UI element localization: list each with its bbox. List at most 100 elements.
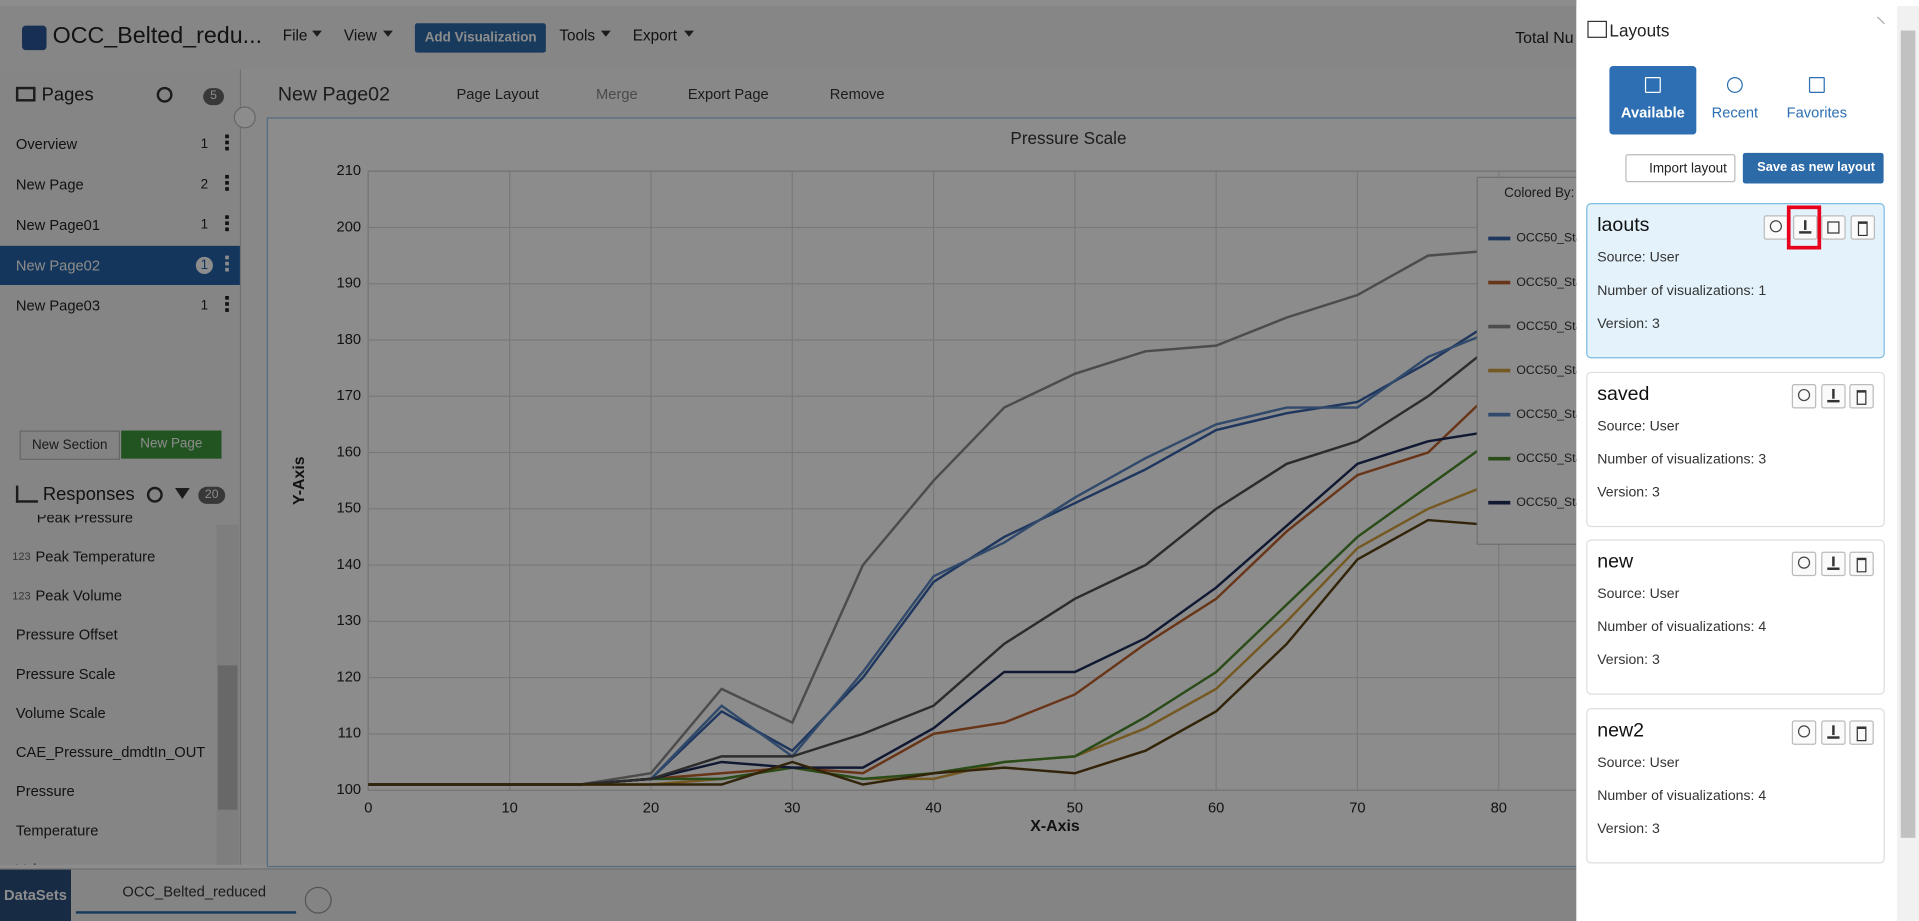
page-row[interactable]: Overview 1 xyxy=(0,125,240,164)
search-icon[interactable] xyxy=(156,86,173,103)
responses-icon xyxy=(15,485,38,503)
response-item[interactable]: Peak Volume xyxy=(35,587,123,605)
legend-label: OCC50_Sta xyxy=(1516,495,1582,509)
save-new-button[interactable]: Save as new layout xyxy=(1742,152,1884,184)
page-menu[interactable] xyxy=(225,295,229,300)
page-menu[interactable] xyxy=(225,134,229,139)
menu-item[interactable]: View xyxy=(343,26,377,45)
sidebar: Pages 5 Overview 1 New Page 2 New Page01 1 New P… xyxy=(0,69,242,865)
page-count: 1 xyxy=(200,217,209,233)
responses-list: Peak Pressure 123 Peak Temperature 123 Peak … xyxy=(0,515,215,865)
import-button[interactable]: Import layout xyxy=(1625,154,1736,183)
close-button[interactable] xyxy=(1870,16,1885,32)
panel-title: Layouts xyxy=(1609,20,1670,41)
icon-button[interactable] xyxy=(1849,719,1874,745)
new-page-button[interactable]: New Page xyxy=(121,430,222,459)
caret xyxy=(383,30,393,37)
legend-label: OCC50_Sta xyxy=(1516,407,1582,421)
y-axis-label: Y-Axis xyxy=(291,456,308,505)
layout-card[interactable]: new2 Source: User Number of visualizations… xyxy=(1586,707,1885,863)
tab-label: Favorites xyxy=(1786,103,1848,122)
download-base xyxy=(1798,231,1811,234)
menu-item[interactable]: Add Visualization xyxy=(414,23,547,53)
layout-name: new2 xyxy=(1597,719,1645,741)
toolbar-action[interactable]: Page Layout xyxy=(456,85,539,103)
add-tab-button[interactable] xyxy=(304,886,332,914)
menu-item[interactable]: Tools xyxy=(559,26,596,45)
x-tick-label: 60 xyxy=(1208,800,1224,816)
legend-label: OCC50_Sta xyxy=(1516,319,1582,333)
icon-button[interactable] xyxy=(1820,551,1846,577)
layout-source: Source: User xyxy=(1597,587,1680,602)
response-item[interactable]: Pressure Scale xyxy=(15,665,116,683)
toolbar-action[interactable]: Export Page xyxy=(687,85,769,103)
responses-count: 20 xyxy=(198,486,226,504)
response-item[interactable]: Volume xyxy=(16,861,65,865)
highlight-box xyxy=(1786,205,1821,250)
response-item[interactable]: Volume Scale xyxy=(15,704,106,722)
download-base xyxy=(1826,399,1839,402)
page-row[interactable]: New Page 2 xyxy=(0,165,240,204)
x-tick-label: 70 xyxy=(1349,800,1365,816)
trash-icon xyxy=(1856,725,1867,741)
menu-item[interactable]: Export xyxy=(632,26,677,45)
file-tab[interactable]: OCC_Belted_reduced xyxy=(75,870,297,914)
y-tick-label: 190 xyxy=(337,276,361,292)
icon-button[interactable] xyxy=(1791,551,1817,577)
app-title: OCC_Belted_redu... xyxy=(52,23,263,49)
trash-icon xyxy=(1857,221,1868,237)
tab-label: Available xyxy=(1620,103,1685,122)
menu-item[interactable]: File xyxy=(282,26,308,45)
icon-button[interactable] xyxy=(1820,383,1846,408)
page-name: New Page03 xyxy=(15,297,101,315)
toolbar-action[interactable]: Merge xyxy=(596,85,638,103)
caret xyxy=(684,30,694,37)
layout-visualizations: Number of visualizations: 4 xyxy=(1597,788,1767,803)
layouts-panel: Layouts Available Recent Favorites Import la… xyxy=(1576,6,1898,921)
response-item[interactable]: Peak Pressure xyxy=(36,514,134,526)
page-row[interactable]: New Page03 1 xyxy=(0,286,240,325)
datasets-tab[interactable]: DataSets xyxy=(0,869,71,921)
response-item[interactable]: Temperature xyxy=(15,821,99,840)
app-icon xyxy=(22,25,47,51)
icon-button[interactable] xyxy=(1849,551,1874,577)
tab-icon xyxy=(1808,77,1825,93)
icon-button[interactable] xyxy=(1849,215,1875,240)
page-menu[interactable] xyxy=(225,174,229,179)
collapse-button[interactable] xyxy=(233,106,256,129)
icon-button[interactable] xyxy=(1820,719,1846,745)
layout-version: Version: 3 xyxy=(1597,821,1660,836)
total-label: Total Nu xyxy=(1515,28,1574,47)
response-item[interactable]: Pressure Offset xyxy=(15,626,118,644)
download-base xyxy=(1826,567,1839,570)
page-menu[interactable] xyxy=(225,215,229,219)
caret xyxy=(600,30,611,37)
legend-label: OCC50_Sta xyxy=(1516,451,1582,465)
layout-card[interactable]: new Source: User Number of visualizations:… xyxy=(1586,539,1885,695)
new-section-button[interactable]: New Section xyxy=(19,430,120,460)
response-item[interactable]: CAE_Pressure_dmdtIn_OUT xyxy=(15,743,206,761)
icon-button[interactable] xyxy=(1791,383,1817,408)
icon-button[interactable] xyxy=(1763,215,1789,240)
filter-icon[interactable] xyxy=(175,488,190,500)
layout-version: Version: 3 xyxy=(1597,316,1660,332)
y-tick-label: 210 xyxy=(337,163,361,179)
page-menu[interactable] xyxy=(225,255,229,260)
layout-tab[interactable]: Recent xyxy=(1691,66,1778,134)
page-row[interactable]: New Page01 1 xyxy=(0,205,240,244)
toolbar-action[interactable]: Remove xyxy=(829,85,885,103)
icon-button[interactable] xyxy=(1792,215,1817,240)
icon-button[interactable] xyxy=(1849,383,1874,408)
response-item[interactable]: Peak Temperature xyxy=(35,547,156,566)
icon-button[interactable] xyxy=(1821,215,1846,240)
layout-tab[interactable]: Favorites xyxy=(1773,66,1860,134)
layout-card[interactable]: saved Source: User Number of visualization… xyxy=(1586,371,1885,527)
bottom-bar: DataSets OCC_Belted_reduced xyxy=(0,868,1577,921)
layout-visualizations: Number of visualizations: 4 xyxy=(1597,620,1767,635)
search-icon[interactable] xyxy=(146,486,163,503)
icon-button[interactable] xyxy=(1791,719,1817,745)
page-row[interactable]: New Page02 1 xyxy=(0,245,240,285)
response-item[interactable]: Pressure xyxy=(15,782,75,800)
layout-card[interactable]: laouts Source: User Number of visualizatio… xyxy=(1586,203,1885,359)
layout-tab[interactable]: Available xyxy=(1609,66,1697,135)
